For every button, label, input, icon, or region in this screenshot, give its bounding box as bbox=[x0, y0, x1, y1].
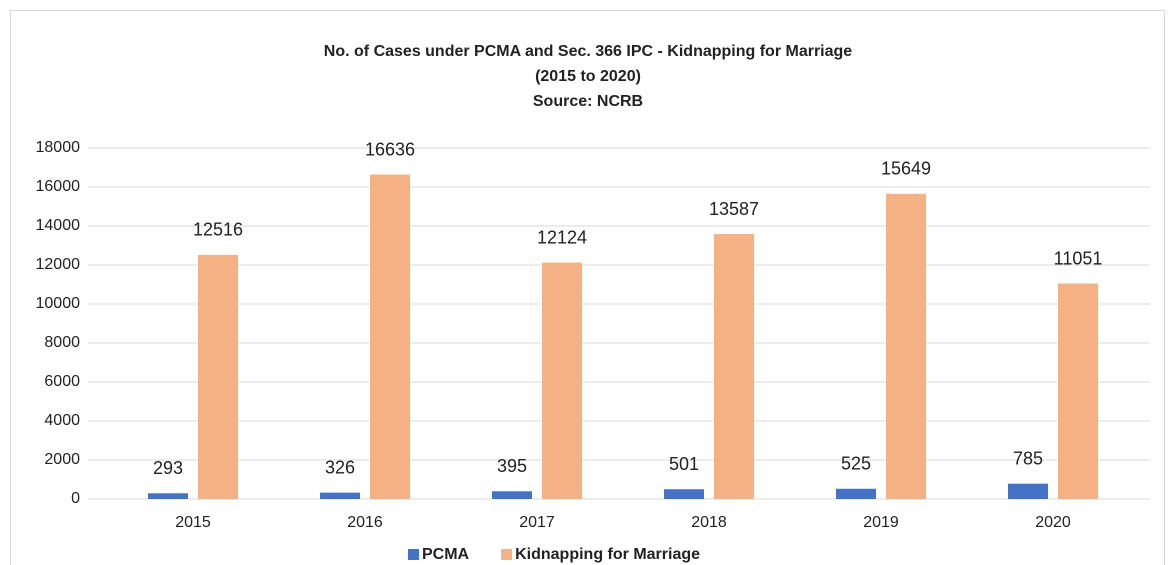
bar bbox=[664, 489, 704, 499]
bar bbox=[148, 493, 188, 499]
bar bbox=[370, 174, 410, 499]
y-tick-label: 12000 bbox=[36, 256, 81, 273]
value-label: 501 bbox=[669, 454, 699, 474]
legend-swatch bbox=[408, 549, 419, 560]
legend-label: Kidnapping for Marriage bbox=[515, 546, 700, 563]
bar bbox=[836, 488, 876, 499]
x-tick-label: 2017 bbox=[519, 514, 555, 531]
y-tick-label: 16000 bbox=[36, 178, 81, 195]
legend-swatch bbox=[501, 549, 513, 560]
y-tick-label: 0 bbox=[71, 490, 80, 507]
chart-title: No. of Cases under PCMA and Sec. 366 IPC… bbox=[324, 43, 852, 60]
bar bbox=[542, 262, 582, 499]
value-label: 785 bbox=[1013, 448, 1043, 468]
value-label: 395 bbox=[497, 456, 527, 476]
value-label: 13587 bbox=[709, 199, 759, 219]
bar bbox=[198, 254, 238, 499]
y-tick-label: 10000 bbox=[36, 295, 81, 312]
bar bbox=[886, 193, 926, 500]
x-tick-label: 2015 bbox=[175, 514, 211, 531]
x-tick-label: 2018 bbox=[691, 514, 727, 531]
bar bbox=[320, 492, 360, 499]
y-tick-label: 6000 bbox=[44, 373, 80, 390]
legend-label: PCMA bbox=[422, 546, 470, 563]
bar bbox=[714, 234, 754, 499]
y-tick-label: 2000 bbox=[44, 451, 80, 468]
y-tick-label: 18000 bbox=[36, 139, 81, 156]
value-label: 15649 bbox=[881, 159, 931, 179]
x-tick-label: 2019 bbox=[863, 514, 899, 531]
chart-source: Source: NCRB bbox=[533, 93, 643, 110]
y-tick-label: 8000 bbox=[44, 334, 80, 351]
x-tick-label: 2016 bbox=[347, 514, 383, 531]
value-label: 525 bbox=[841, 454, 871, 474]
value-label: 11051 bbox=[1054, 248, 1103, 268]
value-label: 16636 bbox=[365, 139, 415, 159]
value-label: 12124 bbox=[537, 227, 587, 247]
value-label: 12516 bbox=[193, 220, 243, 240]
bar bbox=[1058, 283, 1098, 499]
chart-subtitle: (2015 to 2020) bbox=[535, 68, 641, 85]
bar bbox=[1008, 483, 1048, 499]
y-tick-label: 4000 bbox=[44, 412, 80, 429]
x-tick-label: 2020 bbox=[1035, 514, 1071, 531]
bar bbox=[492, 491, 532, 499]
value-label: 293 bbox=[153, 458, 183, 478]
value-label: 326 bbox=[325, 457, 355, 477]
y-tick-label: 14000 bbox=[36, 217, 81, 234]
